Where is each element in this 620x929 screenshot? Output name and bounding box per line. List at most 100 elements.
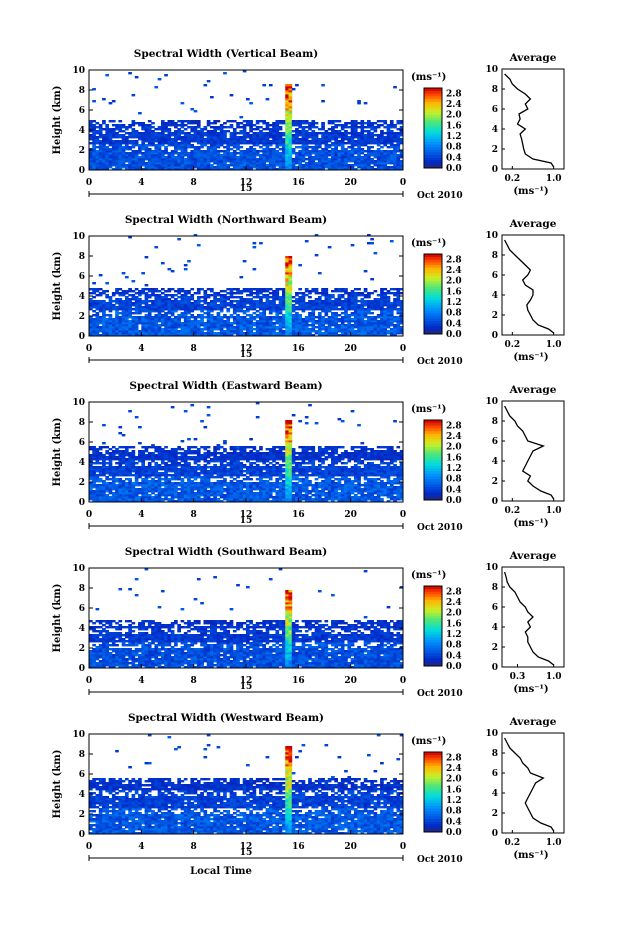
heatmap-cell — [177, 482, 181, 485]
heatmap-cell — [288, 294, 293, 297]
heatmap-cell — [272, 334, 276, 337]
heatmap-cell — [141, 458, 145, 461]
heatmap-cell — [386, 298, 391, 301]
heatmap-cell — [124, 136, 129, 139]
heatmap-cell — [393, 328, 397, 331]
heatmap-cell — [236, 146, 240, 149]
heatmap-cell — [304, 318, 309, 321]
heatmap-cell — [268, 148, 273, 151]
heatmap-cell — [121, 140, 126, 143]
heatmap-cell — [249, 164, 253, 167]
heatmap-cell — [285, 86, 289, 89]
heatmap-cell — [210, 132, 214, 135]
heatmap-cell — [311, 166, 316, 169]
heatmap-cell — [363, 126, 368, 129]
heatmap-cell — [229, 322, 234, 325]
heatmap-cell — [324, 330, 329, 333]
heatmap-cell — [376, 158, 381, 161]
heatmap-cell — [98, 330, 103, 333]
heatmap-cell — [138, 488, 142, 491]
heatmap-cell — [376, 164, 381, 167]
heatmap-cell — [396, 120, 401, 123]
heatmap-cell — [291, 160, 296, 163]
heatmap-cell — [128, 146, 132, 149]
heatmap-cell — [105, 322, 110, 325]
heatmap-cell — [105, 296, 110, 299]
heatmap-cell — [337, 152, 342, 155]
heatmap-cell — [226, 334, 231, 337]
heatmap-cell — [98, 308, 103, 311]
heatmap-cell — [115, 494, 119, 497]
heatmap-cell — [164, 450, 168, 453]
heatmap-cell — [210, 328, 214, 331]
heatmap-cell — [370, 318, 374, 321]
heatmap-cell — [367, 120, 371, 123]
y-tick-label: 6 — [79, 272, 85, 282]
heatmap-cell — [360, 316, 365, 319]
heatmap-cell — [255, 296, 260, 299]
heatmap-cell — [370, 306, 374, 309]
heatmap-cell — [272, 298, 276, 301]
heatmap-cell — [285, 294, 289, 297]
heatmap-cell — [350, 136, 355, 139]
heatmap-cell — [144, 320, 149, 323]
heatmap-cell — [89, 152, 93, 155]
heatmap-cell — [367, 140, 371, 143]
heatmap-cell — [164, 498, 168, 501]
heatmap-cell — [183, 316, 188, 319]
heatmap-cell — [108, 130, 113, 133]
heatmap-cell — [367, 134, 371, 137]
heatmap-cell — [183, 450, 188, 453]
heatmap-cell — [311, 138, 316, 141]
heatmap-cell — [213, 318, 217, 321]
heatmap-cell — [265, 318, 270, 321]
heatmap-cell — [167, 132, 172, 135]
heatmap-cell — [265, 166, 270, 169]
heatmap-cell — [183, 320, 188, 323]
heatmap-cell — [219, 332, 224, 335]
heatmap-cell — [331, 318, 335, 321]
heatmap-cell — [138, 162, 142, 165]
heatmap-cell — [190, 474, 195, 477]
heatmap-cell — [193, 140, 198, 143]
heatmap-cell — [367, 142, 371, 145]
heatmap-cell — [304, 322, 309, 325]
heatmap-cell — [308, 302, 312, 305]
heatmap-cell — [111, 322, 116, 325]
colorbar-swatch — [424, 299, 442, 303]
heatmap-cell — [141, 146, 145, 149]
heatmap-cell — [226, 150, 231, 153]
heatmap-cell — [373, 252, 378, 255]
heatmap-cell — [151, 322, 155, 325]
heatmap-cell — [262, 314, 267, 317]
heatmap-cell — [314, 134, 319, 137]
heatmap-cell — [370, 142, 374, 145]
heatmap-cell — [268, 142, 273, 145]
heatmap-cell — [177, 314, 181, 317]
heatmap-cell — [121, 482, 126, 485]
heatmap-cell — [232, 162, 237, 165]
heatmap-cell — [396, 128, 401, 131]
heatmap-cell — [193, 322, 198, 325]
heatmap-cell — [367, 158, 371, 161]
heatmap-cell — [242, 156, 247, 159]
heatmap-cell — [226, 288, 231, 291]
heatmap-cell — [327, 316, 332, 319]
heatmap-cell — [331, 290, 335, 293]
heatmap-cell — [157, 304, 162, 307]
heatmap-cell — [157, 466, 162, 469]
heatmap-cell — [334, 324, 338, 327]
heatmap-cell — [360, 152, 365, 155]
heatmap-cell — [347, 296, 352, 299]
heatmap-cell — [363, 302, 368, 305]
heatmap-cell — [134, 160, 139, 163]
heatmap-cell — [180, 334, 185, 337]
heatmap-cell — [324, 292, 329, 295]
heatmap-cell — [226, 330, 231, 333]
heatmap-cell — [367, 306, 371, 309]
heatmap-cell — [89, 322, 93, 325]
heatmap-cell — [144, 330, 149, 333]
heatmap-cell — [147, 310, 152, 313]
heatmap-cell — [399, 314, 404, 317]
heatmap-cell — [134, 472, 139, 475]
